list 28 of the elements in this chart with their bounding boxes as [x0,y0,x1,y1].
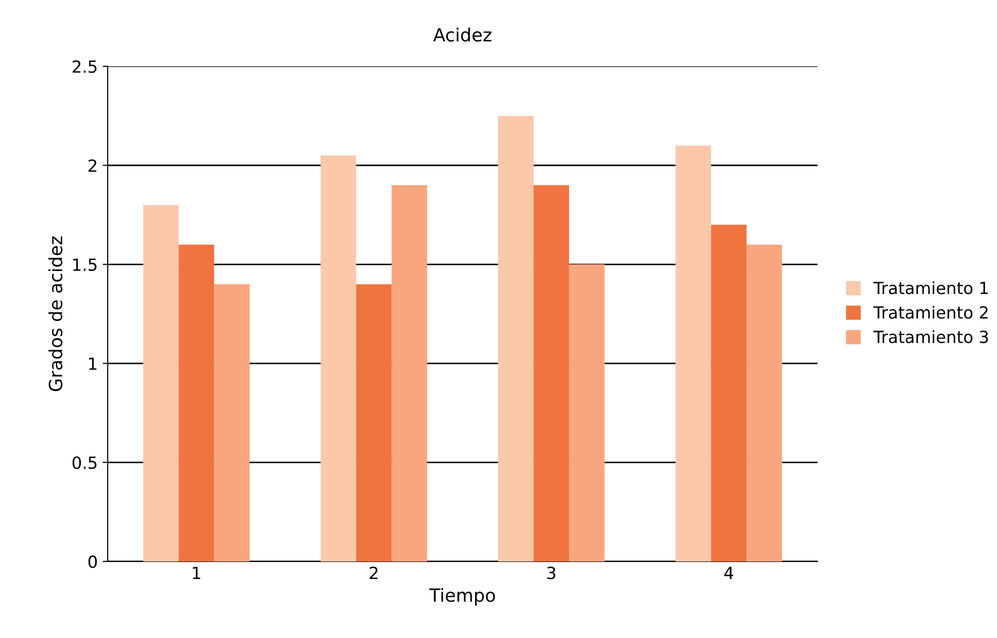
bar [746,244,782,562]
y-tick-label: 0.5 [72,456,96,469]
chart-title: Acidez [433,28,492,42]
legend-label: Tratamiento 2 [873,306,988,319]
y-tick-label: 1.5 [73,258,96,271]
x-tick-label: 3 [547,566,556,580]
bar [711,224,747,562]
x-tick-label: 4 [724,566,734,579]
bar [569,264,605,562]
bar [143,204,179,562]
bar [498,116,534,562]
x-tick-label: 2 [370,566,378,579]
bar [534,185,570,562]
y-tick-label: 2 [88,159,96,172]
legend-label: Tratamiento 1 [873,281,988,294]
bar [356,284,392,562]
bar [676,146,712,562]
y-tick-label: 1 [89,358,96,370]
bar [392,185,428,562]
bar [178,244,214,562]
x-tick-label: 1 [192,566,200,579]
y-tick-label: 2.5 [72,60,96,73]
x-axis-title: Tiempo [429,588,495,606]
y-tick-label: 0 [88,555,97,568]
y-axis-title: Grados de acidez [48,236,62,392]
bar [214,284,250,562]
legend-label: Tratamiento 3 [873,330,988,344]
bar [320,155,356,562]
